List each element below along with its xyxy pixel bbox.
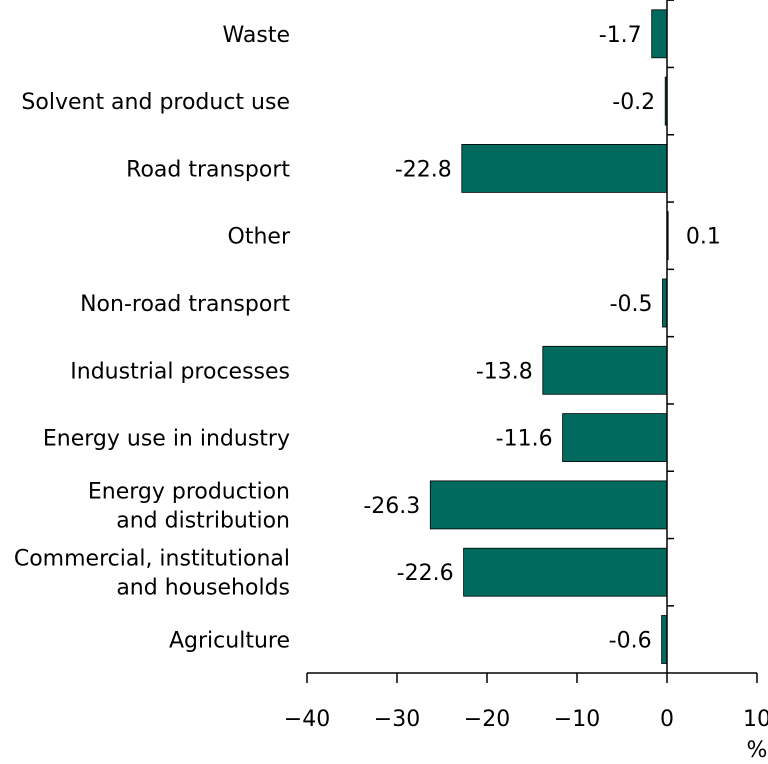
x-tick-label-3: −10: [554, 707, 600, 732]
bar-2: [461, 143, 668, 193]
category-label-3: Other: [228, 225, 291, 250]
category-label-2: Road transport: [126, 157, 290, 182]
bar-8: [463, 547, 668, 597]
x-tick-label-5: 10: [743, 707, 768, 732]
value-label-0: -1.7: [599, 23, 642, 48]
bar-9: [661, 615, 668, 664]
x-tick-label-1: −30: [374, 707, 420, 732]
value-label-7: -26.3: [363, 494, 420, 519]
category-label-5: Industrial processes: [70, 359, 290, 384]
bar-7: [429, 480, 668, 530]
category-label-0: Waste: [223, 23, 290, 48]
y-ticks-group: [667, 0, 674, 607]
bar-6: [562, 413, 668, 463]
x-ticks-group: −40 −30 −20 −10 0 10: [284, 673, 768, 732]
category-label-8-line-0: Commercial, institutional: [14, 547, 290, 572]
value-label-8: -22.6: [397, 561, 454, 586]
x-tick-label-4: 0: [660, 707, 674, 732]
category-label-1: Solvent and product use: [21, 90, 290, 115]
value-label-4: -0.5: [610, 292, 653, 317]
value-label-1: -0.2: [612, 90, 655, 115]
category-labels-group: Waste Solvent and product use Road transpo…: [14, 23, 291, 654]
category-label-8-line-1: and households: [116, 576, 290, 601]
category-label-7-line-1: and distribution: [116, 508, 290, 533]
category-label-4: Non-road transport: [80, 292, 290, 317]
category-label-9: Agriculture: [169, 629, 290, 654]
bar-5: [542, 345, 668, 395]
value-label-9: -0.6: [609, 629, 652, 654]
value-label-5: -13.8: [476, 359, 533, 384]
x-axis-label: %: [747, 738, 768, 763]
value-label-2: -22.8: [395, 157, 452, 182]
category-label-6: Energy use in industry: [43, 427, 290, 452]
x-tick-label-2: −20: [464, 707, 510, 732]
bars-group: [429, 9, 669, 664]
value-label-3: 0.1: [686, 225, 721, 250]
bar-0: [651, 9, 668, 59]
x-tick-label-0: −40: [284, 707, 330, 732]
value-label-6: -11.6: [496, 427, 553, 452]
category-label-7-line-0: Energy production: [88, 479, 290, 504]
value-labels-group: -1.7 -0.2 -22.8 0.1 -0.5 -13.8 -11.6 -26.3 -22.6…: [363, 23, 721, 654]
